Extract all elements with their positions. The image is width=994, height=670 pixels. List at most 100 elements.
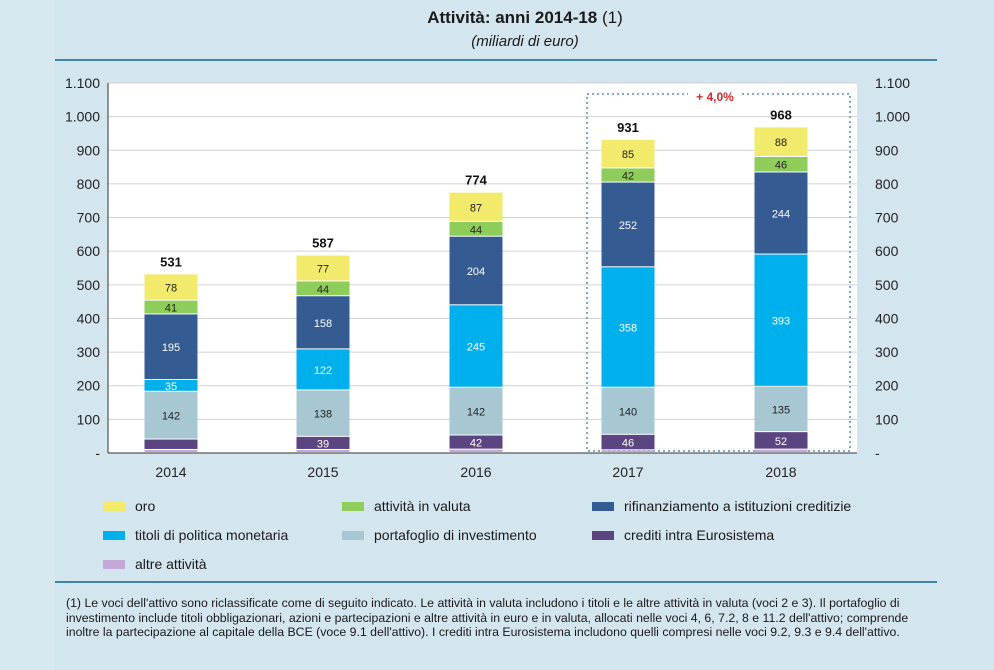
bar-segment <box>144 449 198 452</box>
data-label: 39 <box>317 438 329 450</box>
bar-segment <box>449 192 503 221</box>
data-label: 244 <box>772 209 790 221</box>
bar-segment <box>449 449 503 452</box>
divider <box>55 581 937 583</box>
data-label: 42 <box>470 438 482 450</box>
bar-segment <box>754 157 808 172</box>
y-tick-right: 500 <box>875 277 899 293</box>
y-tick-left: 500 <box>77 277 101 293</box>
legend-swatch <box>342 501 364 511</box>
bar-segment <box>601 434 655 450</box>
data-label: 88 <box>775 137 787 149</box>
bar-segment <box>296 390 350 436</box>
bar-segment <box>296 255 350 281</box>
bar-segment <box>754 386 808 432</box>
y-tick-left: 600 <box>77 243 101 259</box>
bar-segment <box>449 236 503 305</box>
y-tick-right: 100 <box>875 411 899 427</box>
data-label: 85 <box>622 149 634 161</box>
y-tick-left: 900 <box>77 142 101 158</box>
bar-segment <box>754 432 808 449</box>
legend-label: titoli di politica monetaria <box>135 527 289 543</box>
data-label: 158 <box>314 318 332 330</box>
bar-segment <box>296 281 350 296</box>
legend-swatch <box>103 530 125 540</box>
y-tick-right: 1.100 <box>875 75 910 91</box>
total-label: 531 <box>160 254 182 269</box>
total-label: 968 <box>770 107 792 122</box>
legend-label: attività in valuta <box>374 498 471 514</box>
data-label: 140 <box>619 406 637 418</box>
growth-annotation: + 4,0% <box>696 90 734 104</box>
data-label: 122 <box>314 365 332 377</box>
data-label: 78 <box>165 283 177 295</box>
legend-label: portafoglio di investimento <box>374 527 537 543</box>
y-tick-right: 600 <box>875 243 899 259</box>
data-label: 195 <box>162 342 180 354</box>
bar-segment <box>601 387 655 434</box>
data-label: 42 <box>622 171 634 183</box>
bar-segment <box>601 267 655 387</box>
divider <box>55 59 937 61</box>
bar-segment <box>449 221 503 236</box>
bar-segment <box>144 391 198 439</box>
legend-label: altre attività <box>135 556 207 572</box>
bar-segment <box>754 127 808 156</box>
y-tick-right: 800 <box>875 176 899 192</box>
total-label: 587 <box>312 236 334 251</box>
bar-segment <box>296 436 350 449</box>
y-tick-left: 800 <box>77 176 101 192</box>
y-tick-right: 1.000 <box>875 109 910 125</box>
x-tick: 2018 <box>765 464 796 480</box>
stacked-bar-chart: - - 100 100 200 200 300 300 400 400 500 500 600 600 70… <box>65 75 910 480</box>
data-label: 358 <box>619 323 637 335</box>
data-label: 46 <box>622 438 634 450</box>
bar-segment <box>601 450 655 452</box>
legend-item: titoli di politica monetaria <box>103 527 288 543</box>
bar-segment <box>449 435 503 449</box>
legend-label: crediti intra Eurosistema <box>624 527 775 543</box>
data-label: 52 <box>775 436 787 448</box>
legend-swatch <box>592 530 614 540</box>
bar-segment <box>449 387 503 435</box>
data-label: 142 <box>467 407 485 419</box>
bar-segment <box>144 300 198 314</box>
legend-item: oro <box>103 498 155 514</box>
chart-subtitle: (miliardi di euro) <box>471 33 579 50</box>
legend-item: rifinanziamento a istituzioni creditizie <box>592 498 851 514</box>
legend-swatch <box>342 530 364 540</box>
x-tick: 2015 <box>307 464 338 480</box>
x-tick: 2016 <box>460 464 491 480</box>
y-tick-left: 400 <box>77 310 101 326</box>
y-tick-right: 300 <box>875 344 899 360</box>
data-label: 245 <box>467 342 485 354</box>
chart-title: Attività: anni 2014-18 (1) <box>427 8 623 27</box>
bar-segment <box>144 380 198 391</box>
data-label: 393 <box>772 316 790 328</box>
x-tick: 2017 <box>612 464 643 480</box>
data-label: 138 <box>314 409 332 421</box>
y-tick-left: 1.000 <box>65 109 100 125</box>
legend-label: rifinanziamento a istituzioni creditizie <box>624 498 852 514</box>
bar-segment <box>144 314 198 380</box>
bar-segment <box>754 449 808 452</box>
y-tick-right: 700 <box>875 210 899 226</box>
y-tick-left: 300 <box>77 344 101 360</box>
bar-segment <box>754 172 808 254</box>
y-tick-left: 200 <box>77 378 101 394</box>
legend-swatch <box>103 501 125 511</box>
legend-item: attività in valuta <box>342 498 471 514</box>
legend-swatch <box>103 559 125 569</box>
bar-segment <box>144 274 198 300</box>
data-label: 41 <box>165 303 177 315</box>
legend-item: crediti intra Eurosistema <box>592 527 774 543</box>
bar-segment <box>449 305 503 387</box>
data-label: 46 <box>775 160 787 172</box>
data-label: 87 <box>470 202 482 214</box>
y-tick-left: - <box>95 445 100 461</box>
legend-label: oro <box>135 498 156 514</box>
bar-segment <box>601 168 655 182</box>
data-label: 77 <box>317 264 329 276</box>
bar-segment <box>601 182 655 267</box>
data-label: 142 <box>162 411 180 423</box>
